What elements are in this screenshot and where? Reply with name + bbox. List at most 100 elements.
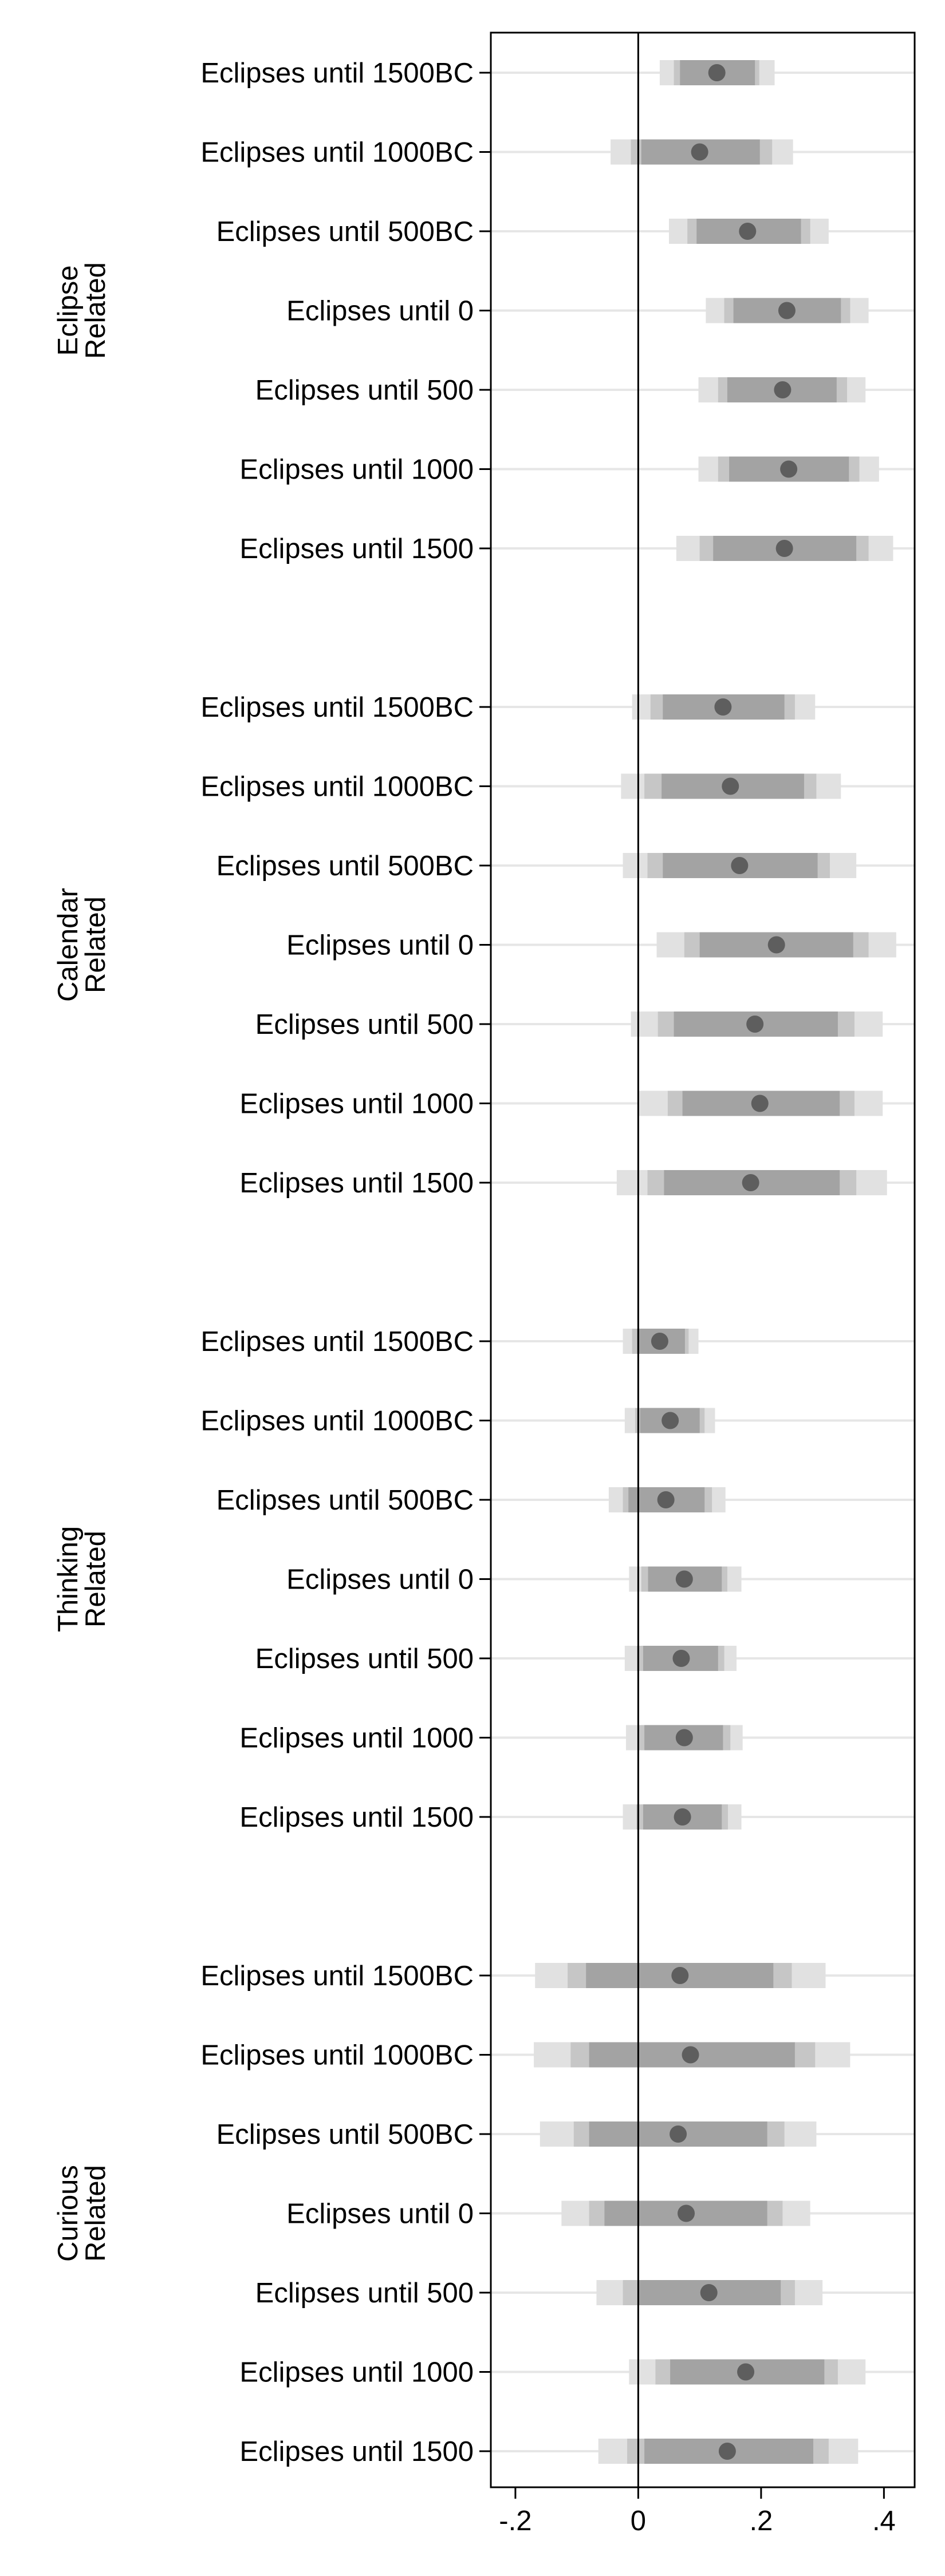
point-estimate	[708, 64, 726, 81]
point-estimate	[670, 2125, 687, 2143]
group-labels: EclipseRelatedCalendarRelatedThinkingRel…	[53, 262, 111, 2262]
point-estimate	[751, 1095, 769, 1112]
coefficient-row	[656, 932, 896, 958]
group-label-line: Related	[80, 262, 111, 359]
coefficient-row	[698, 456, 879, 482]
point-estimate	[672, 1650, 690, 1667]
group-label-line: Related	[80, 1531, 111, 1627]
point-estimate	[767, 936, 785, 954]
x-tick-label: 0	[631, 2506, 646, 2537]
group-label-line: Curious	[53, 2165, 84, 2262]
row-label: Eclipses until 1000BC	[200, 772, 474, 803]
plot-frame	[490, 31, 916, 2488]
group-label: CuriousRelated	[53, 2165, 111, 2262]
row-label: Eclipses until 1500BC	[200, 692, 474, 723]
group-label-line: Calendar	[53, 888, 84, 1002]
point-estimate	[657, 1491, 675, 1508]
group-label-line: Related	[80, 896, 111, 993]
row-label: Eclipses until 1000	[239, 1089, 474, 1120]
row-label: Eclipses until 1500	[239, 2436, 474, 2467]
coefficient-row	[625, 1725, 743, 1751]
row-label: Eclipses until 0	[286, 1564, 474, 1595]
point-estimate	[778, 302, 796, 319]
row-label: Eclipses until 500BC	[216, 216, 474, 247]
row-label: Eclipses until 500	[255, 2278, 474, 2309]
point-estimate	[675, 1570, 693, 1588]
group-label-line: Related	[80, 2165, 111, 2262]
confidence-intervals	[534, 60, 896, 2464]
row-label: Eclipses until 500BC	[216, 851, 474, 882]
point-estimate	[662, 1412, 679, 1429]
coefficient-row	[638, 1091, 883, 1116]
coefficient-row	[629, 1566, 742, 1592]
coefficient-row	[596, 2280, 823, 2305]
row-label: Eclipses until 1500BC	[200, 1961, 474, 1992]
point-estimate	[774, 381, 792, 398]
row-label: Eclipses until 1000BC	[200, 2040, 474, 2071]
coefficient-row	[616, 1170, 887, 1195]
point-estimate	[742, 1174, 759, 1191]
row-label: Eclipses until 500	[255, 1643, 474, 1674]
group-label-line: Eclipse	[53, 266, 84, 356]
point-estimate	[722, 777, 739, 795]
coefficient-row	[624, 1646, 737, 1671]
x-tick-label: .2	[749, 2506, 773, 2537]
coefficient-row	[623, 853, 857, 878]
group-label-line: Thinking	[53, 1526, 84, 1632]
point-estimate	[737, 2363, 755, 2381]
coefficient-row	[598, 2439, 859, 2464]
row-label: Eclipses until 1500	[239, 1802, 474, 1833]
row-label: Eclipses until 0	[286, 296, 474, 327]
row-label: Eclipses until 500BC	[216, 2119, 474, 2150]
coefficient-row	[623, 1804, 742, 1830]
row-label: Eclipses until 1000BC	[200, 137, 474, 168]
row-label: Eclipses until 0	[286, 930, 474, 961]
row-label: Eclipses until 1000BC	[200, 1406, 474, 1437]
point-estimate	[651, 1333, 668, 1350]
coefficient-row	[624, 1408, 715, 1433]
coefficient-row	[706, 298, 869, 323]
coefficient-row	[631, 1012, 883, 1037]
coefficient-row	[669, 219, 829, 244]
coefficient-row	[623, 1329, 699, 1354]
point-estimate	[682, 2046, 699, 2064]
axes: -.2 0 .2 .4	[479, 31, 916, 2537]
point-estimate	[675, 1729, 693, 1747]
coefficient-row	[608, 1487, 726, 1512]
point-estimate	[731, 857, 749, 874]
point-estimate	[714, 698, 732, 716]
coefficient-row	[698, 377, 866, 402]
group-label: CalendarRelated	[53, 888, 111, 1002]
row-label: Eclipses until 1000	[239, 2357, 474, 2388]
x-tick-label: .4	[872, 2506, 896, 2537]
coefficient-row	[659, 60, 775, 85]
coefficient-row	[621, 773, 841, 799]
point-estimate	[718, 2443, 736, 2460]
point-estimate	[674, 1808, 691, 1826]
row-label: Eclipses until 500	[255, 1009, 474, 1040]
row-label: Eclipses until 1000	[239, 455, 474, 485]
row-label: Eclipses until 500	[255, 375, 474, 406]
point-estimate	[739, 223, 757, 240]
row-label: Eclipses until 1500	[239, 1168, 474, 1199]
row-label: Eclipses until 1500BC	[200, 58, 474, 89]
point-estimate	[671, 1967, 689, 1984]
coefficient-row	[611, 139, 793, 165]
row-label: Eclipses until 1500	[239, 534, 474, 564]
point-estimate	[775, 540, 793, 557]
x-tick-label: -.2	[499, 2506, 531, 2537]
row-label: Eclipses until 500BC	[216, 1485, 474, 1516]
point-estimate	[691, 143, 708, 161]
group-label: ThinkingRelated	[53, 1526, 111, 1632]
group-label: EclipseRelated	[53, 262, 111, 359]
row-label: Eclipses until 1000	[239, 1723, 474, 1754]
coefficient-row	[540, 2121, 817, 2147]
row-label: Eclipses until 0	[286, 2199, 474, 2230]
point-estimate	[678, 2204, 695, 2222]
coefficient-row	[535, 1963, 826, 1988]
point-estimate	[780, 460, 798, 478]
coefficient-row	[561, 2200, 810, 2226]
coefficient-row	[534, 2042, 850, 2068]
row-guides	[491, 72, 915, 2452]
